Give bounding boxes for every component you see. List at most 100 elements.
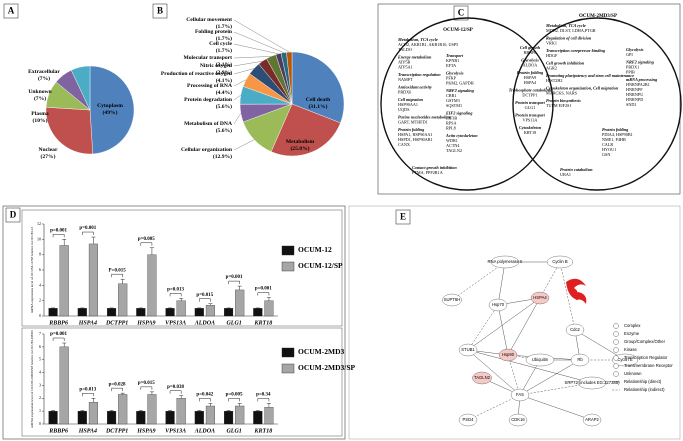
y-tick-label: 1 <box>39 408 41 413</box>
x-tick-label: RBBP6 <box>48 320 68 326</box>
gene: ATP5A1 <box>398 64 413 69</box>
p-value: p=0.001 <box>50 332 67 337</box>
slice-label: Protein degradation (5.6%) <box>184 97 233 110</box>
legend-label: Enzyme <box>624 331 640 336</box>
slice-value: (49%) <box>103 109 118 116</box>
bar <box>88 243 98 317</box>
y-tick-label: 8 <box>39 252 41 257</box>
error-bar <box>179 395 184 399</box>
network-edge <box>497 304 509 356</box>
slice-value: (4.1%) <box>216 77 232 84</box>
network-edge <box>519 394 593 421</box>
network-node <box>442 293 462 307</box>
error-bar <box>149 247 154 255</box>
gene: RPL8 <box>446 125 456 130</box>
significance-bracket <box>257 398 270 402</box>
function-heading: Cell migration <box>398 97 424 102</box>
network-edge <box>574 329 626 361</box>
gene: GLG1 <box>525 105 536 110</box>
function-heading: Cytoskeleton <box>519 125 542 130</box>
gene: SND1 <box>626 102 636 107</box>
p-value: p=0.005 <box>138 237 155 242</box>
network-edge <box>467 349 593 384</box>
function-heading: Protein catabolism <box>560 167 593 172</box>
slice-name: Cytoplasm <box>97 103 123 109</box>
bar <box>59 245 69 317</box>
error-bar <box>208 303 213 306</box>
legend-swatch <box>281 363 295 374</box>
x-tick-label: RBBP6 <box>48 428 68 434</box>
x-tick-label: HSPA4 <box>78 320 97 326</box>
slice-name: Cellular movement <box>186 17 232 23</box>
network-edge <box>559 261 576 331</box>
network-node <box>510 388 530 402</box>
function-heading: Transport <box>446 53 464 58</box>
p-value: p=0.042 <box>196 393 213 398</box>
function-heading: Glycolysis <box>626 47 644 52</box>
chart-frame <box>21 209 343 327</box>
p-value: p=0.038 <box>167 385 184 390</box>
bar <box>147 254 157 317</box>
bar <box>176 300 186 317</box>
x-tick-label: DCTPP1 <box>105 428 128 434</box>
function-heading: Protein folding <box>602 127 628 132</box>
gene: PFKP <box>446 75 457 80</box>
gene: HNRNPU <box>626 92 643 97</box>
significance-bracket <box>140 242 153 246</box>
focus-glyph <box>566 278 586 300</box>
significance-bracket <box>111 387 123 392</box>
p-value: p=0.001 <box>255 287 272 292</box>
network-node <box>570 353 590 367</box>
slice-value: (31.1%) <box>308 103 327 110</box>
slice-label: Plasma (10%) <box>31 111 49 124</box>
node-label: Rb <box>577 357 583 362</box>
slice-name: Processing of RNA <box>187 83 232 89</box>
function-heading: Transcription regulation <box>398 72 441 77</box>
panel-label: D <box>10 210 17 220</box>
slice-label: Folding protein (1.7%) <box>195 29 233 42</box>
x-tick-label: ALDOA <box>194 428 215 434</box>
p-value: p=0.015 <box>196 293 213 298</box>
focus-glyph <box>576 292 587 304</box>
gene: ALDOA <box>523 62 538 67</box>
bar <box>107 308 117 317</box>
network-edge <box>507 297 541 356</box>
leader-line <box>233 31 284 53</box>
node-label: PSD4 <box>463 417 475 422</box>
slice-value: (2.9%) <box>216 69 232 76</box>
error-bar <box>120 392 125 395</box>
function-heading: NRF2 signaling <box>445 88 474 93</box>
gene: RPSA <box>446 120 456 125</box>
gene: HDGF <box>546 53 558 58</box>
p-value: P=0.015 <box>109 268 127 273</box>
node-label: RNA polymerase II <box>488 259 523 264</box>
y-tick-label: 0 <box>39 421 41 426</box>
error-bar <box>120 278 125 284</box>
slice-label: Production of reactive oxygen (4.1%) <box>161 71 233 84</box>
slice-name: Plasma <box>31 111 49 117</box>
error-bar <box>109 410 114 412</box>
pie-slice <box>45 107 93 155</box>
legend-icon <box>613 339 619 345</box>
bar <box>253 308 263 317</box>
slice-value: (7%) <box>38 75 50 82</box>
leader-line <box>233 94 241 101</box>
gene: HYOU1 <box>602 147 616 152</box>
leader-line <box>233 19 290 53</box>
significance-bracket <box>169 293 182 297</box>
y-tick-label: 4 <box>39 369 41 374</box>
error-bar <box>237 403 242 406</box>
gene: HNRNPA2B1 <box>626 82 650 87</box>
gene: TUFM EIF2S1 <box>546 103 571 108</box>
node-label: Cyclin B <box>552 259 568 264</box>
gene: PRDX6 <box>398 89 411 94</box>
bar <box>77 308 87 317</box>
node-label: Ubiquitin <box>532 357 549 362</box>
pie-slice <box>270 103 341 157</box>
panel-frame <box>348 205 681 440</box>
panel-label-box <box>395 209 411 225</box>
slice-name: Extracellular <box>28 69 60 75</box>
gene: PPIB <box>626 69 635 74</box>
node-label: Hsp90 <box>502 352 515 357</box>
leader-line <box>233 139 255 151</box>
